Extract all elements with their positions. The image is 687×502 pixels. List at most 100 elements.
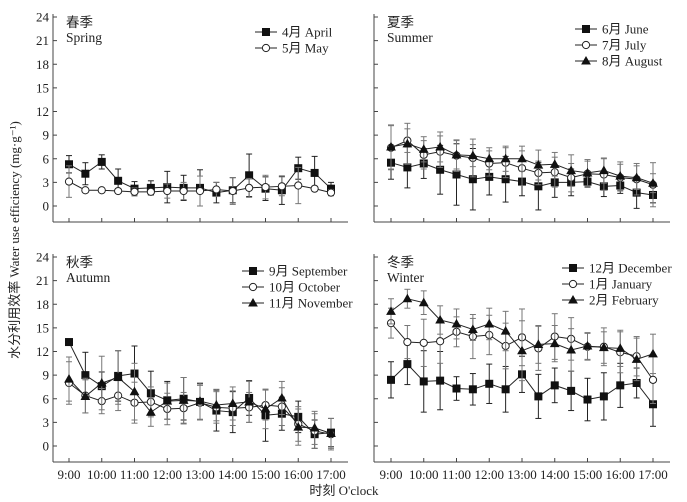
- data-point: [648, 375, 658, 384]
- data-point: [517, 345, 527, 355]
- data-point: [402, 293, 413, 303]
- data-point: [80, 391, 91, 400]
- panel-autumn: 0 3 6 9 12 15 18 21 24 9:00 10:00 11:00 12:00 13:00 14…: [36, 250, 353, 483]
- data-point: [310, 168, 319, 177]
- data-point: [615, 171, 626, 180]
- data-point: [484, 153, 495, 163]
- data-point: [615, 343, 626, 352]
- y-tick-label: 18: [36, 57, 49, 72]
- data-point: [468, 385, 477, 394]
- legend-label: 12月 December: [589, 261, 672, 276]
- data-point: [129, 386, 140, 396]
- panel-winter: 9:00 10:00 11:00 12:00 13:00 14:00 15:00 16:00 1…: [373, 254, 672, 482]
- data-point: [567, 386, 576, 395]
- data-point: [293, 422, 304, 431]
- x-tick-label: 13:00: [507, 467, 537, 482]
- series-circle: [64, 165, 336, 207]
- data-point: [566, 344, 577, 354]
- data-point: [195, 186, 205, 196]
- data-point: [648, 178, 658, 187]
- data-point: [451, 318, 462, 328]
- data-point: [260, 403, 271, 413]
- y-tick-label: 0: [43, 439, 50, 454]
- data-point: [582, 340, 593, 350]
- data-point: [549, 159, 560, 168]
- x-tick-label: 15:00: [573, 467, 603, 482]
- legend-marker: [581, 40, 591, 50]
- data-point: [403, 360, 412, 369]
- legend-item: 9月 September: [242, 264, 348, 279]
- data-point: [582, 167, 593, 177]
- season-label-en: Summer: [387, 30, 433, 45]
- x-tick-label: 10:00: [409, 467, 439, 482]
- data-point: [178, 395, 189, 404]
- x-tick-label: 11:00: [120, 467, 149, 482]
- data-point: [244, 396, 255, 406]
- data-point: [145, 407, 156, 416]
- y-tick-label: 9: [43, 128, 50, 143]
- y-tick-label: 12: [36, 344, 49, 359]
- y-tick-label: 21: [36, 33, 49, 48]
- y-tick-label: 15: [36, 320, 49, 335]
- data-point: [418, 297, 429, 307]
- data-point: [418, 144, 429, 153]
- y-tick-label: 12: [36, 104, 49, 119]
- data-point: [96, 377, 107, 387]
- legend-label: 2月 February: [589, 293, 659, 308]
- y-tick-label: 9: [43, 368, 50, 383]
- legend-item: 10月 October: [242, 280, 341, 295]
- y-tick-label: 18: [36, 297, 49, 312]
- data-point: [386, 141, 396, 151]
- legend-label: 1月 January: [589, 277, 653, 292]
- data-point: [261, 183, 270, 192]
- legend-item: 1月 January: [562, 277, 653, 292]
- data-point: [598, 165, 609, 175]
- legend-marker: [582, 24, 591, 33]
- data-point: [616, 381, 625, 390]
- y-tick-label: 3: [43, 175, 50, 190]
- legend-label: 8月 August: [602, 54, 663, 69]
- legend-marker: [248, 282, 258, 292]
- y-axis-title: 水分利用效率 Water use efficiency (mg·g⁻¹): [7, 121, 22, 359]
- data-point: [435, 141, 446, 151]
- legend-label: 11月 November: [269, 296, 353, 311]
- series-triangle: [64, 350, 336, 449]
- x-axis-title: 时刻 O'clock: [309, 483, 379, 498]
- data-point: [326, 188, 336, 197]
- data-point: [146, 187, 155, 196]
- data-point: [114, 186, 123, 196]
- data-point: [276, 392, 287, 402]
- data-point: [550, 381, 559, 390]
- data-point: [598, 342, 609, 352]
- data-point: [179, 186, 188, 196]
- legend-marker: [568, 279, 578, 289]
- data-point: [549, 338, 560, 348]
- legend-marker: [248, 297, 258, 307]
- legend-marker: [581, 55, 591, 65]
- data-point: [97, 186, 106, 195]
- y-tick-label: 0: [43, 199, 50, 214]
- data-point: [501, 385, 510, 394]
- data-point: [97, 157, 106, 166]
- data-point: [436, 337, 445, 346]
- series-triangle: [386, 122, 658, 194]
- data-point: [436, 376, 445, 385]
- y-tick-label: 21: [36, 273, 49, 288]
- y-tick-label: 6: [43, 151, 50, 166]
- data-point: [310, 184, 319, 193]
- season-label-en: Winter: [387, 270, 424, 285]
- data-point: [452, 170, 461, 179]
- data-point: [309, 422, 320, 432]
- data-point: [277, 182, 286, 191]
- x-tick-label: 10:00: [87, 467, 117, 482]
- data-point: [631, 354, 642, 363]
- data-point: [648, 348, 658, 358]
- data-point: [533, 339, 544, 348]
- data-point: [467, 324, 478, 334]
- season-label-cn: 春季: [66, 15, 93, 30]
- data-point: [467, 150, 478, 160]
- data-point: [195, 396, 205, 405]
- data-point: [451, 149, 462, 159]
